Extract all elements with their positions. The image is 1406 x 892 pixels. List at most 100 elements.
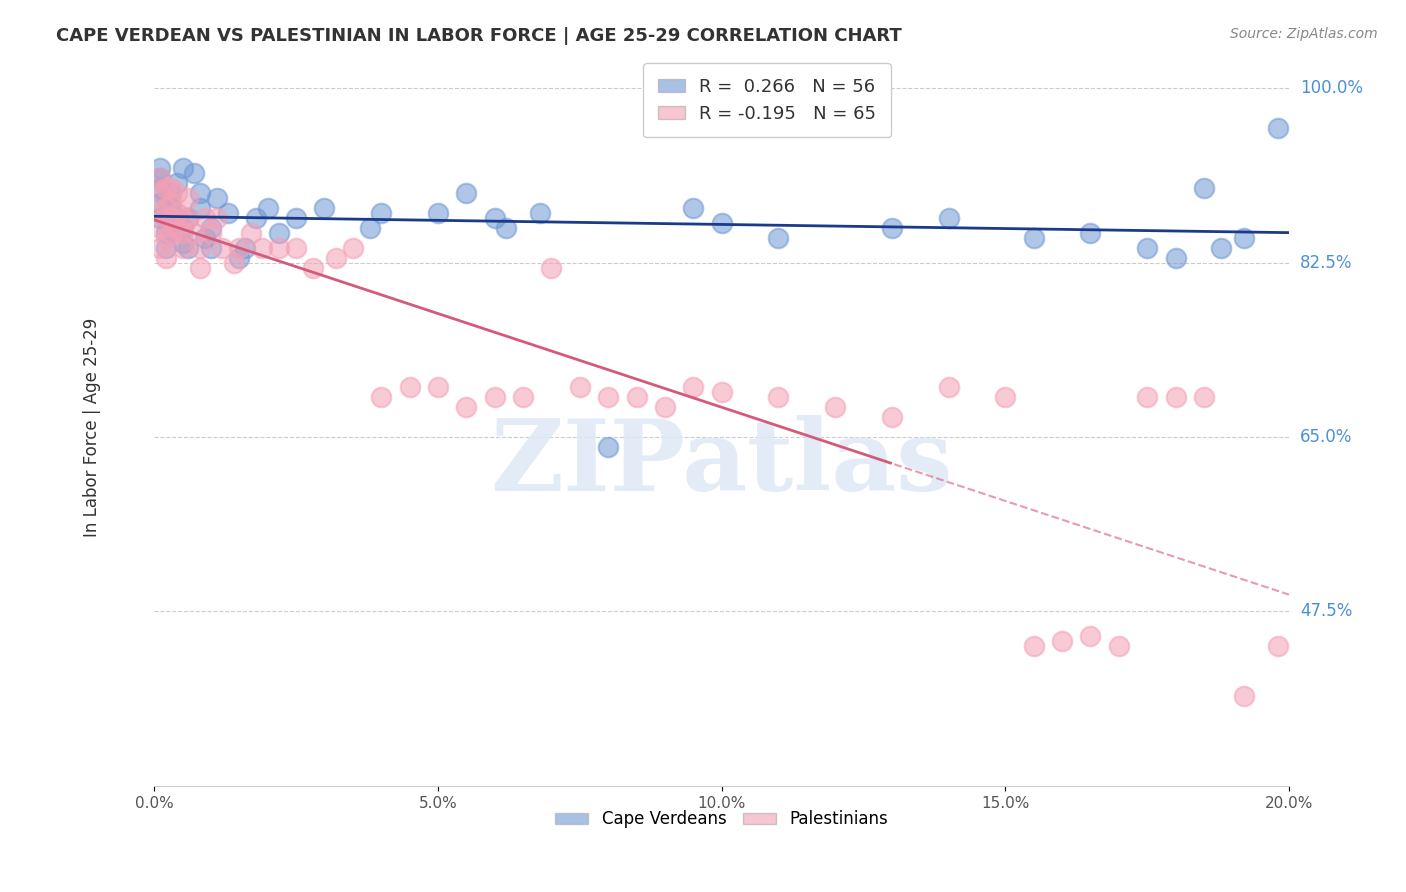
Point <box>228 241 250 255</box>
Point <box>172 235 194 250</box>
Point <box>285 241 308 255</box>
Point <box>1267 121 1289 136</box>
Point <box>233 241 256 255</box>
Text: 100.0%: 100.0% <box>1301 79 1364 97</box>
Point <box>160 226 183 240</box>
Point <box>370 206 392 220</box>
Point <box>1022 231 1045 245</box>
Point <box>149 171 172 186</box>
Point <box>342 241 364 255</box>
Point <box>426 206 449 220</box>
Point <box>370 390 392 404</box>
Point <box>456 401 478 415</box>
Point <box>568 380 591 394</box>
Point <box>160 196 183 211</box>
Point <box>177 211 200 225</box>
Point <box>1209 241 1232 255</box>
Point <box>149 241 172 255</box>
Point <box>155 241 177 255</box>
Point <box>149 206 172 220</box>
Point <box>160 186 183 200</box>
Point <box>710 216 733 230</box>
Point <box>994 390 1017 404</box>
Point <box>1192 181 1215 195</box>
Text: 82.5%: 82.5% <box>1301 254 1353 272</box>
Point <box>149 161 172 175</box>
Point <box>160 221 183 235</box>
Point <box>194 211 217 225</box>
Point <box>172 161 194 175</box>
Point <box>160 181 183 195</box>
Point <box>285 211 308 225</box>
Point <box>155 201 177 215</box>
Point <box>149 221 172 235</box>
Point <box>228 251 250 265</box>
Point <box>654 401 676 415</box>
Point <box>205 211 228 225</box>
Point <box>160 211 183 225</box>
Point <box>1136 241 1159 255</box>
Point <box>880 221 903 235</box>
Text: 65.0%: 65.0% <box>1301 428 1353 446</box>
Point <box>1080 226 1102 240</box>
Point <box>155 181 177 195</box>
Point <box>217 206 239 220</box>
Point <box>149 211 172 225</box>
Point <box>172 226 194 240</box>
Text: Source: ZipAtlas.com: Source: ZipAtlas.com <box>1230 27 1378 41</box>
Point <box>314 201 336 215</box>
Point <box>155 231 177 245</box>
Point <box>183 226 205 240</box>
Point <box>512 390 534 404</box>
Point <box>188 241 211 255</box>
Point <box>172 221 194 235</box>
Point <box>250 241 273 255</box>
Point <box>166 186 188 200</box>
Legend: Cape Verdeans, Palestinians: Cape Verdeans, Palestinians <box>548 804 896 835</box>
Point <box>1232 231 1254 245</box>
Point <box>456 186 478 200</box>
Point <box>938 380 960 394</box>
Point <box>177 211 200 225</box>
Text: CAPE VERDEAN VS PALESTINIAN IN LABOR FORCE | AGE 25-29 CORRELATION CHART: CAPE VERDEAN VS PALESTINIAN IN LABOR FOR… <box>56 27 903 45</box>
Point <box>172 211 194 225</box>
Point <box>267 241 290 255</box>
Point <box>710 385 733 400</box>
Point <box>1080 629 1102 643</box>
Text: 47.5%: 47.5% <box>1301 602 1353 621</box>
Point <box>211 241 233 255</box>
Point <box>200 226 222 240</box>
Point <box>1267 640 1289 654</box>
Point <box>155 211 177 225</box>
Point <box>177 191 200 205</box>
Point <box>172 241 194 255</box>
Point <box>880 410 903 425</box>
Point <box>194 231 217 245</box>
Point <box>166 211 188 225</box>
Point <box>495 221 517 235</box>
Point <box>149 181 172 195</box>
Text: In Labor Force | Age 25-29: In Labor Force | Age 25-29 <box>83 318 101 537</box>
Point <box>768 231 790 245</box>
Point <box>1108 640 1130 654</box>
Point <box>1050 634 1073 648</box>
Point <box>245 211 267 225</box>
Point <box>166 176 188 190</box>
Point <box>188 186 211 200</box>
Point <box>183 166 205 180</box>
Point <box>1164 251 1187 265</box>
Point <box>1022 640 1045 654</box>
Point <box>1232 689 1254 703</box>
Point <box>160 206 183 220</box>
Point <box>426 380 449 394</box>
Point <box>484 390 506 404</box>
Point <box>302 260 325 275</box>
Point <box>155 191 177 205</box>
Point <box>768 390 790 404</box>
Point <box>1164 390 1187 404</box>
Point <box>1192 390 1215 404</box>
Point <box>359 221 381 235</box>
Point <box>188 260 211 275</box>
Point <box>626 390 648 404</box>
Point <box>200 241 222 255</box>
